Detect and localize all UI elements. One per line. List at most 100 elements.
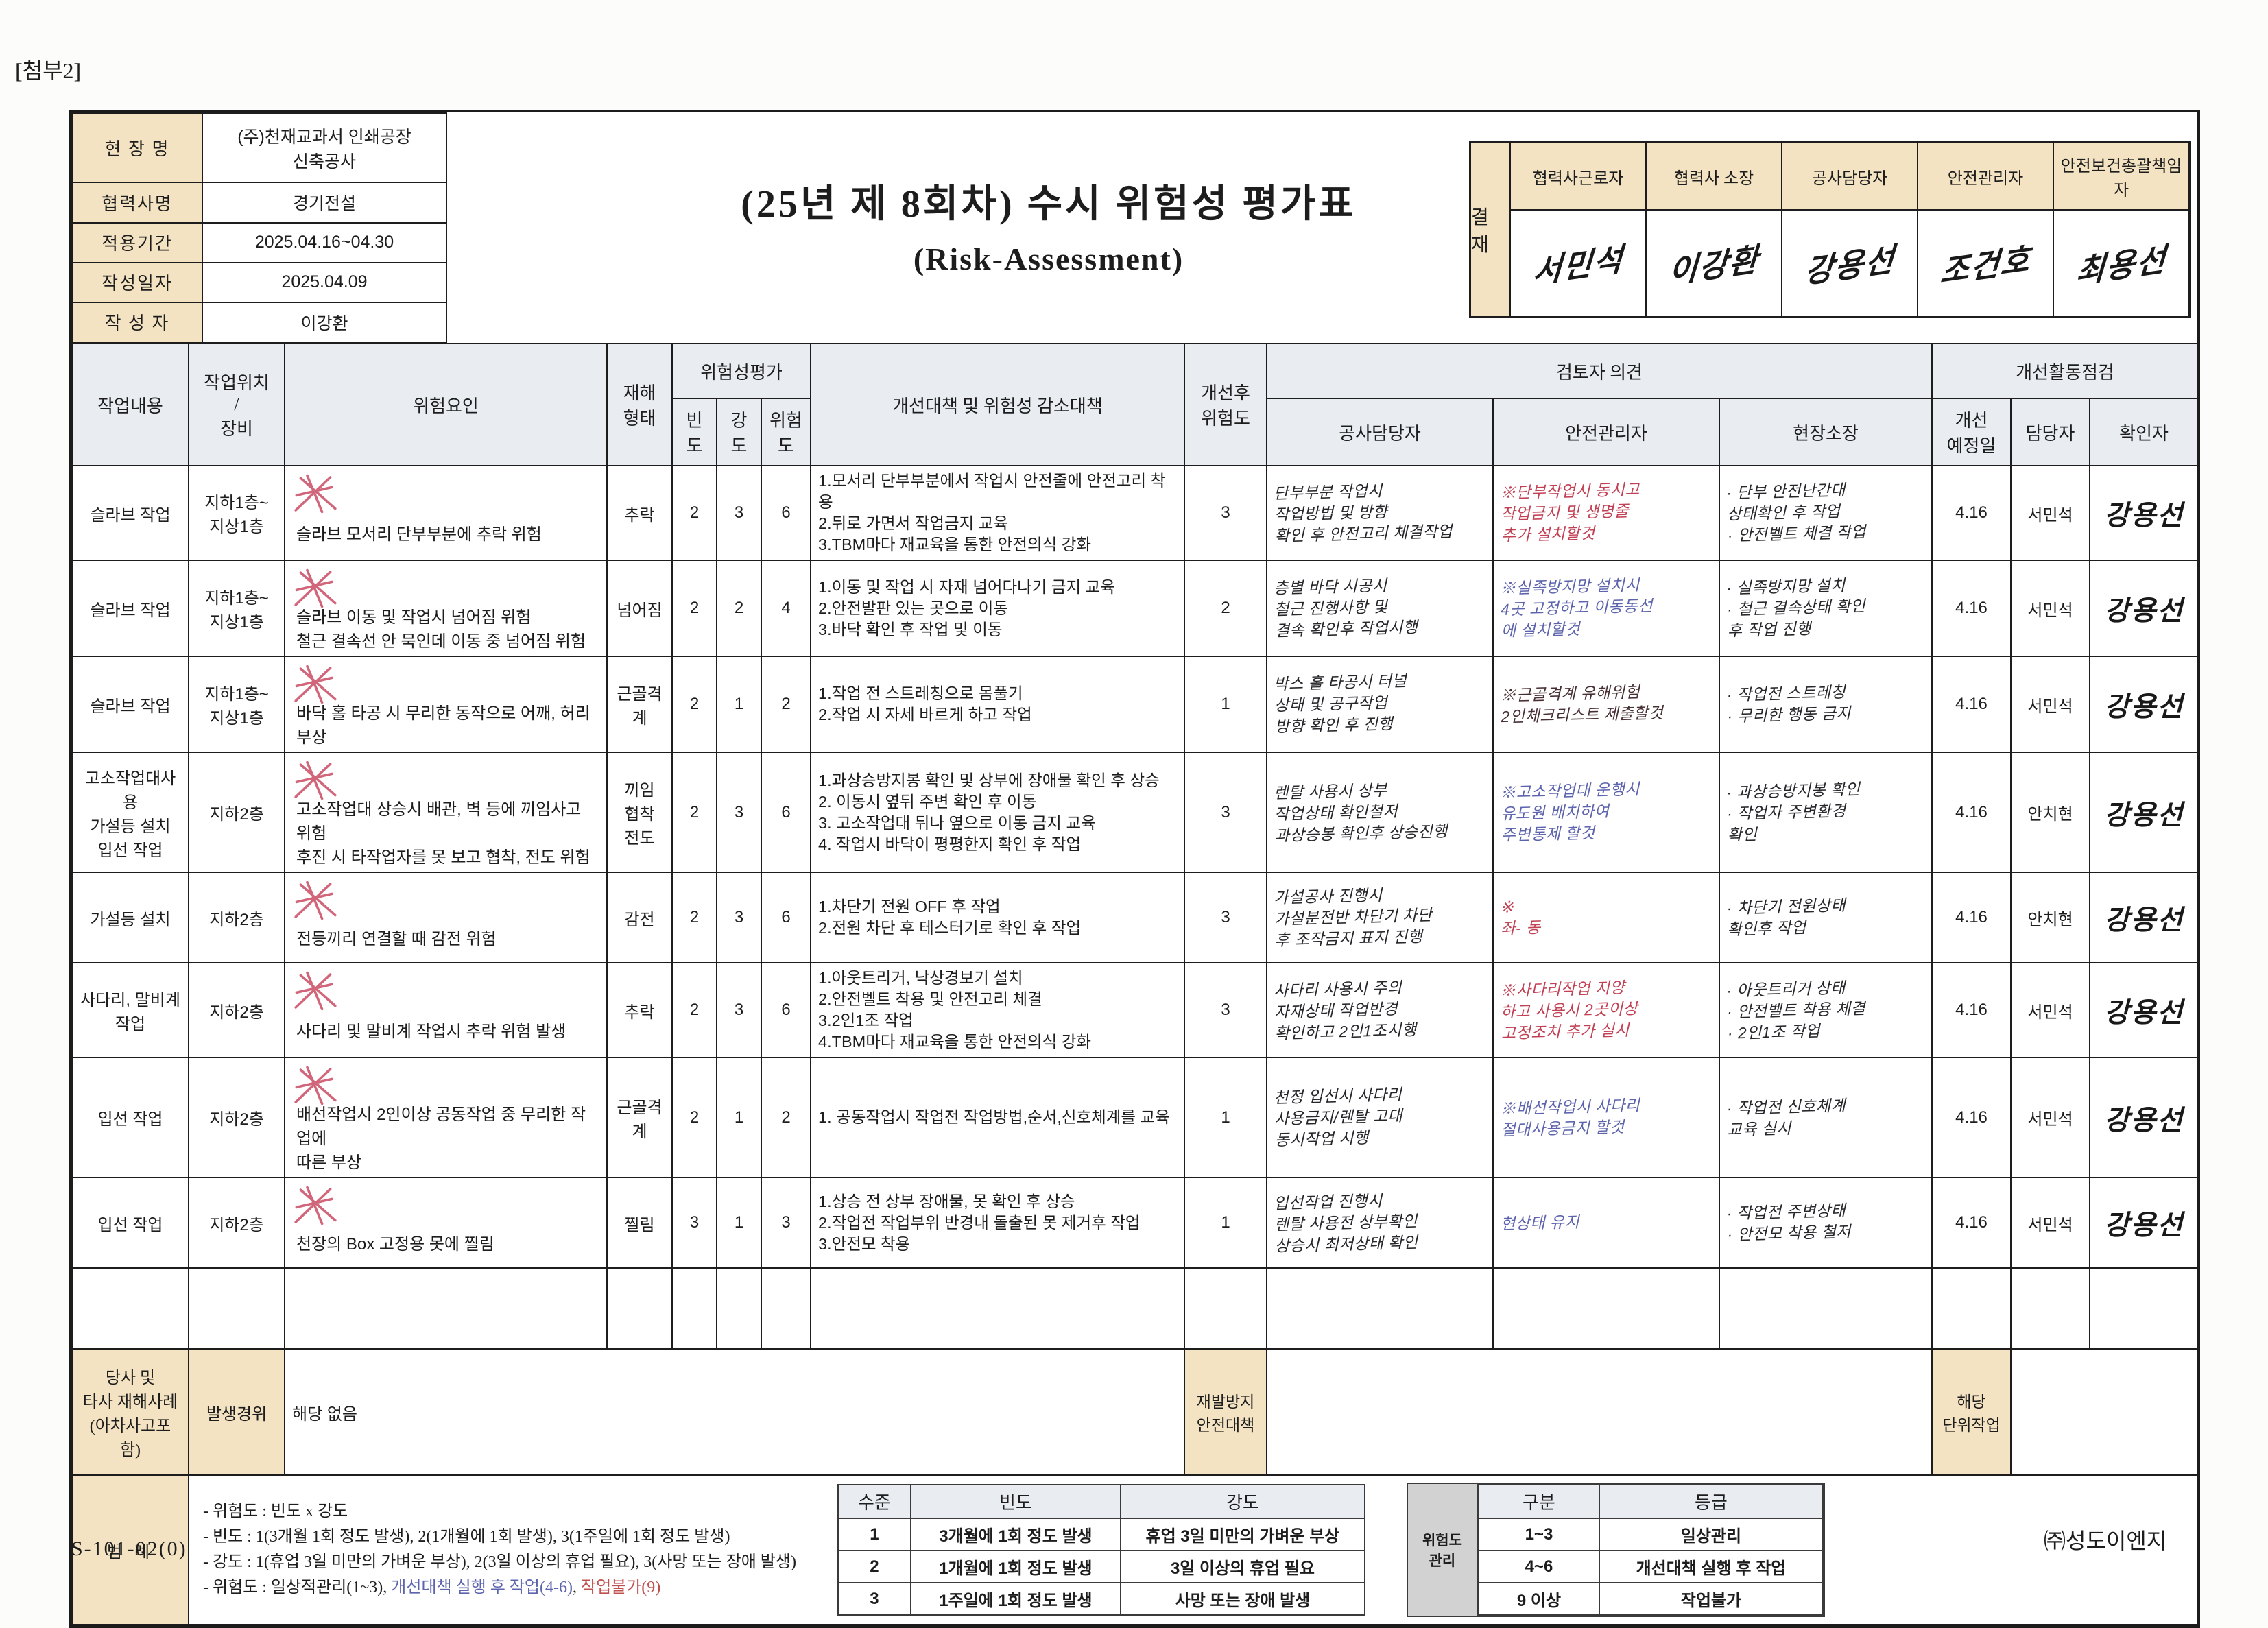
mini-col-frequency: 빈도 [909,1484,1121,1520]
confirmer-cell [2089,1267,2199,1350]
risk-row: 고소작업대사용 가설등 설치 입선 작업 지하2층 고소작업대 상승시 배관, … [71,752,2199,874]
approval-column: 공사담당자 강용선 [1782,143,1918,316]
safety-manager-note-cell: ※근골격계 유해위험 2인체크리스트 제출할것 [1492,656,1720,754]
location-cell: 지하1층~ 지상1층 [188,560,285,658]
company-name: ㈜성도이엔지 [2044,1529,2167,1553]
confirmer-cell: 강용선 [2089,1057,2199,1179]
accident-type-cell: 근골격계 [606,1057,673,1179]
prevention-content [1265,1348,1933,1476]
accident-type-cell: 추락 [606,962,673,1059]
accident-type-cell: 찔림 [606,1177,673,1269]
task-cell [71,1267,189,1350]
handwritten-note: 입선작업 진행시 렌탈 사용전 상부확인 상승시 최저상태 확인 [1273,1191,1418,1255]
handwritten-note: · 아웃트리거 상태 · 안전벨트 착용 체결 · 2인1조 작업 [1726,978,1866,1042]
safety-manager-note-cell: ※실족방지망 설치시 4곳 고정하고 이동동선 에 설치할것 [1492,560,1720,658]
site-manager-note-cell: · 실족방지망 설치 · 철근 결속상태 확인 후 작업 진행 [1718,560,1933,658]
confirmer-signature: 강용선 [2103,692,2184,723]
handwritten-note: 박스 홀 타공시 터널 상태 및 공구작업 방향 확인 후 진행 [1273,671,1407,737]
document-code: S-101-02(0) [71,1537,187,1560]
hazard-text: 천장의 Box 고정용 못에 찔림 [296,1234,494,1254]
prevention-label: 재발방지 안전대책 [1184,1348,1267,1476]
mini-table-row: 4~6 개선대책 실행 후 작업 [1477,1550,1824,1584]
task-cell: 슬라브 작업 [71,656,189,754]
hazard-cell: 배선작업시 2인이상 공동작업 중 무리한 작업에 따른 부상 [284,1057,608,1179]
severity-cell: 1 [716,1057,762,1179]
col-severity: 강도 [716,398,762,466]
risk-cell: 6 [761,872,811,964]
risk-table: 작업내용 작업위치 / 장비 위험요인 재해 형태 위험성평가 개선대책 및 위… [71,343,2199,1626]
col-due-date: 개선 예정일 [1931,398,2012,466]
col-accident-type: 재해 형태 [606,343,673,466]
hazard-cell: 슬라브 이동 및 작업시 넘어짐 위험 철근 결속선 안 묵인데 이동 중 넘어… [284,560,608,658]
manager-cell: 서민석 [2010,464,2091,562]
confirmer-cell: 강용선 [2089,872,2199,964]
col-location: 작업위치 / 장비 [188,343,285,466]
risk-after-cell: 3 [1184,872,1267,964]
construction-manager-note-cell: 박스 홀 타공시 터널 상태 및 공구작업 방향 확인 후 진행 [1266,656,1494,754]
col-risk-assessment: 위험성평가 [671,343,811,399]
col-manager: 담당자 [2010,398,2091,466]
location-cell: 지하2층 [188,752,285,874]
approval-stamp-label: 결 재 [1471,143,1511,316]
manager-cell [2010,1267,2091,1350]
safety-manager-note-cell: ※사다리작업 지양 하고 사용시 2곳이상 고정조치 추가 실시 [1492,962,1720,1059]
construction-manager-note-cell: 천정 입선시 사다리 사용금지/렌탈 고대 동시작업 시행 [1266,1057,1494,1179]
info-row: 작 성 자 이강환 [71,301,447,344]
col-risk: 위험도 [761,398,811,466]
severity-cell: 2 [716,560,762,658]
construction-manager-note-cell: 렌탈 사용시 상부 작업상태 확인철저 과상승봉 확인후 상승진행 [1266,752,1494,874]
attachment-label: [첨부2] [15,58,82,83]
task-cell: 입선 작업 [71,1057,189,1179]
mini-col-category: 구분 [1477,1484,1600,1520]
incident-sub-label: 발생경위 [188,1348,285,1476]
confirmer-cell: 강용선 [2089,656,2199,754]
risk-after-cell: 1 [1184,1057,1267,1179]
col-safety-manager: 안전관리자 [1492,398,1720,466]
manager-cell: 서민석 [2010,560,2091,658]
approval-column: 안전관리자 조건호 [1918,143,2054,316]
site-info-table: 현 장 명 (주)천재교과서 인쇄공장 신축공사 협력사명 경기전설 적용기간 … [71,112,447,344]
signature: 조건호 [1939,241,2032,290]
severity-cell: 1 [716,656,762,754]
frequency-cell: 2 [671,656,717,754]
measures-cell: 1.아웃트리거, 낙상경보기 설치 2.안전벨트 착용 및 안전고리 체결 3.… [810,962,1185,1059]
safety-manager-note-cell: ※배선작업시 사다리 절대사용금지 할것 [1492,1057,1720,1179]
hazard-text: 고소작업대 상승시 배관, 벽 등에 끼임사고 위험 후진 시 타작업자를 못 … [296,800,590,867]
signature: 서민석 [1531,241,1625,290]
severity-cell: 3 [716,962,762,1059]
hazard-text: 사다리 및 말비계 작업시 추락 위험 발생 [296,1022,566,1041]
hazard-cell: 슬라브 모서리 단부부분에 추락 위험 [284,464,608,562]
due-date-cell: 4.16 [1931,464,2012,562]
handwritten-note: · 차단기 전원상태 확인후 작업 [1726,896,1846,939]
risk-row [71,1267,2199,1350]
location-cell [188,1267,285,1350]
approval-signature-area: 서민석 [1511,211,1645,316]
location-cell: 지하2층 [188,1177,285,1269]
safety-manager-note-cell: ※ 좌- 동 [1492,872,1720,964]
due-date-cell: 4.16 [1931,1057,2012,1179]
confirmer-cell: 강용선 [2089,1177,2199,1269]
handwritten-note: ※배선작업시 사다리 절대사용금지 할것 [1500,1095,1640,1139]
risk-after-cell [1184,1267,1267,1350]
handwritten-note: ※사다리작업 지양 하고 사용시 2곳이상 고정조치 추가 실시 [1499,978,1638,1042]
approval-role: 안전보건총괄책임자 [2054,143,2188,211]
risk-table-header: 작업내용 작업위치 / 장비 위험요인 재해 형태 위험성평가 개선대책 및 위… [71,343,2199,466]
col-measures: 개선대책 및 위험성 감소대책 [810,343,1185,466]
legend-content-cell: - 위험도 : 빈도 x 강도 - 빈도 : 1(3개월 1회 정도 발생), … [187,1474,2199,1626]
info-row: 협력사명 경기전설 [71,182,447,224]
handwritten-note: · 작업전 신호체계 교육 실시 [1726,1096,1846,1138]
risk-cell: 2 [761,1057,811,1179]
mini-table-row: 1 3개월에 1회 정도 발생 휴업 3일 미만의 가벼운 부상 [837,1518,1365,1552]
construction-manager-note-cell: 사다리 사용시 주의 자재상태 작업반경 확인하고 2인1조시행 [1266,962,1494,1059]
col-frequency: 빈도 [671,398,717,466]
signature: 이강환 [1667,241,1760,290]
confirmer-signature: 강용선 [2103,1105,2184,1136]
risk-cell: 6 [761,464,811,562]
frequency-cell: 2 [671,752,717,874]
document-title: (25년 제 8회차) 수시 위험성 평가표 (Risk-Assessment) [551,173,1546,277]
handwritten-note: ※단부작업시 동시고 작업금지 및 생명줄 추가 설치할것 [1499,480,1640,545]
risk-row: 사다리, 말비계 작업 지하2층 사다리 및 말비계 작업시 추락 위험 발생 … [71,962,2199,1059]
risk-after-cell: 1 [1184,1177,1267,1269]
severity-cell: 1 [716,1177,762,1269]
site-manager-note-cell: · 차단기 전원상태 확인후 작업 [1718,872,1933,964]
